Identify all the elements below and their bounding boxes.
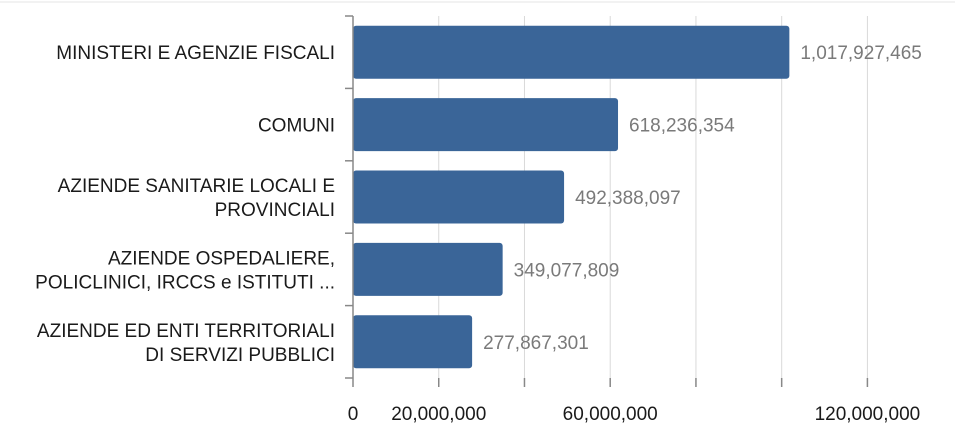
bar <box>353 170 565 224</box>
category-label: AZIENDE OSPEDALIERE, POLICLINICI, IRCCS e… <box>35 248 335 293</box>
category-label: MINISTERI E AGENZIE FISCALI <box>56 43 335 64</box>
x-tick-label: 0 <box>348 404 359 424</box>
x-tick-label: 60,000,000 <box>563 404 658 424</box>
x-tick-label: 20,000,000 <box>391 404 486 424</box>
category-label: COMUNI <box>258 116 335 137</box>
value-label: 618,236,354 <box>629 116 735 137</box>
category-label: AZIENDE SANITARIE LOCALI E PROVINCIALI <box>58 176 335 221</box>
bar <box>353 315 473 369</box>
bars <box>353 25 790 369</box>
value-label: 349,077,809 <box>514 260 620 281</box>
labels: 1,017,927,465 MINISTERI E AGENZIE FISCALI… <box>35 43 922 424</box>
axes <box>345 15 869 387</box>
category-label: AZIENDE ED ENTI TERRITORIALI DI SERVIZI P… <box>37 321 335 366</box>
value-label: 277,867,301 <box>483 333 589 354</box>
bar <box>353 98 619 152</box>
x-tick-label: 120,000,000 <box>815 404 921 424</box>
bar <box>353 25 790 79</box>
bar <box>353 242 503 296</box>
value-label: 492,388,097 <box>575 188 681 209</box>
value-label: 1,017,927,465 <box>800 43 922 64</box>
